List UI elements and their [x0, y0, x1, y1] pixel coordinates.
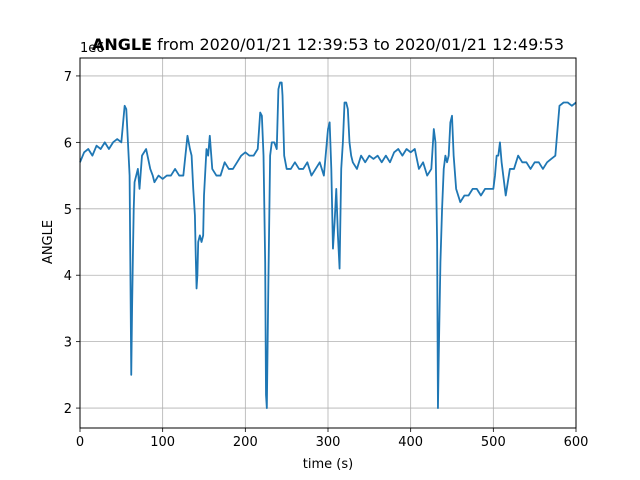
x-tick-label: 600 [564, 435, 589, 450]
x-tick-label: 500 [481, 435, 506, 450]
x-axis-label: time (s) [303, 457, 353, 472]
y-axis-ticks: 2 3 4 5 6 7 [64, 70, 80, 417]
chart-title: ANGLE from 2020/01/21 12:39:53 to 2020/0… [92, 35, 564, 54]
plot-area [79, 81, 577, 409]
x-tick-label: 400 [398, 435, 423, 450]
x-tick-label: 300 [316, 435, 341, 450]
grid-lines [79, 58, 577, 428]
y-tick-label: 5 [64, 203, 72, 218]
y-tick-label: 7 [64, 70, 72, 85]
x-tick-label: 0 [76, 435, 84, 450]
y-tick-label: 3 [64, 336, 72, 351]
y-tick-label: 6 [64, 136, 72, 151]
y-tick-label: 4 [64, 269, 72, 284]
chart-title-rest: from 2020/01/21 12:39:53 to 2020/01/21 1… [152, 35, 564, 54]
y-offset-label: 1e6 [80, 41, 105, 56]
x-tick-label: 100 [150, 435, 175, 450]
series-line [79, 81, 577, 409]
y-tick-label: 2 [64, 402, 72, 417]
x-tick-label: 200 [233, 435, 258, 450]
chart-title-bold: ANGLE [92, 35, 152, 54]
y-axis-label: ANGLE [41, 220, 56, 264]
x-axis-ticks: 0 100 200 300 400 500 600 [76, 428, 589, 450]
